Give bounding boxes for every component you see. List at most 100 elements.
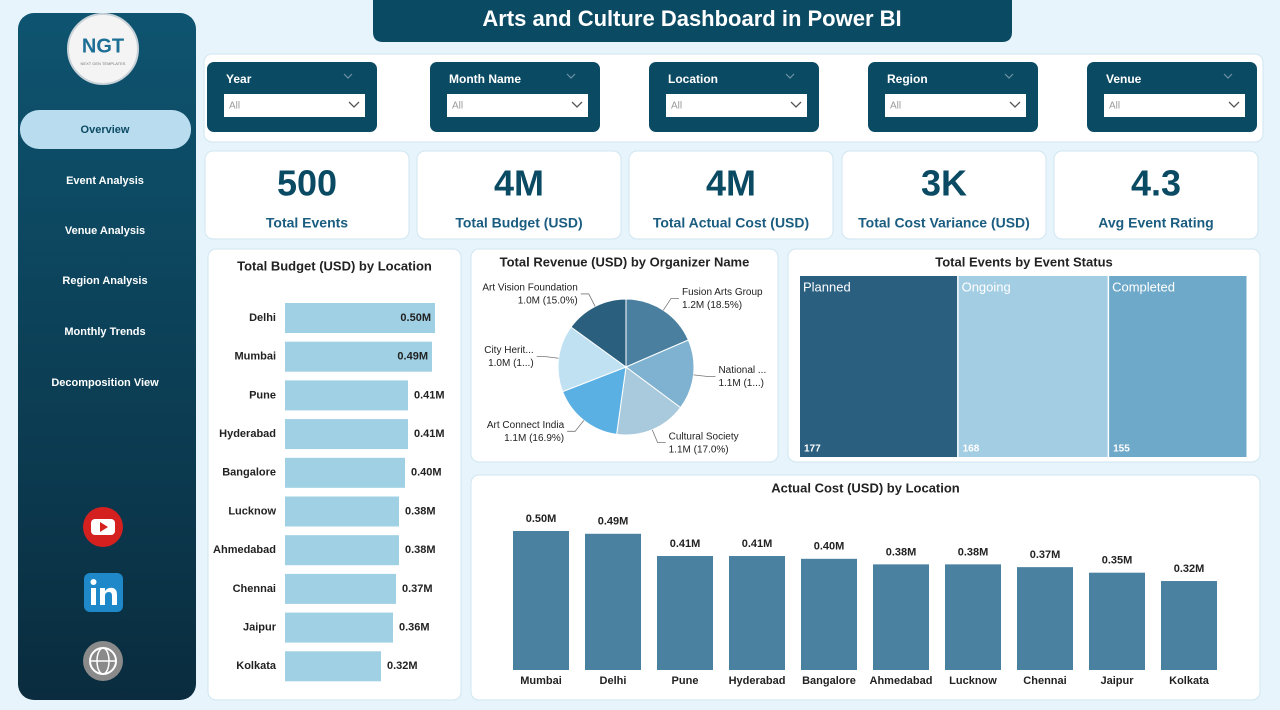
category-label: Lucknow bbox=[949, 675, 997, 687]
linkedin-glyph bbox=[91, 588, 96, 605]
category-label: Jaipur bbox=[1100, 675, 1134, 687]
slice-value-label: 1.1M (1...) bbox=[718, 378, 764, 389]
category-label: Mumbai bbox=[234, 351, 276, 363]
dropdown-chevron bbox=[1009, 101, 1021, 108]
kpi-value: 4M bbox=[494, 163, 544, 204]
bar bbox=[801, 558, 857, 670]
category-label: Delhi bbox=[249, 312, 276, 324]
tile-label: Completed bbox=[1112, 279, 1175, 294]
kpi-card bbox=[1053, 150, 1259, 240]
nav-item[interactable]: Region Analysis bbox=[62, 275, 147, 287]
filter-label: Month Name bbox=[449, 72, 521, 86]
treemap-tile bbox=[800, 276, 958, 457]
filter-chevron bbox=[785, 73, 795, 79]
category-label: Chennai bbox=[233, 583, 276, 595]
kpi-card bbox=[628, 150, 834, 240]
category-label: Pune bbox=[672, 675, 699, 687]
filter-chevron bbox=[566, 73, 576, 79]
filter-dropdown[interactable] bbox=[447, 94, 588, 117]
nav-item[interactable]: Venue Analysis bbox=[65, 225, 145, 237]
filter-chevron bbox=[343, 73, 353, 79]
nav-item[interactable]: Overview bbox=[81, 124, 130, 136]
pie-slice bbox=[616, 366, 682, 436]
nav-item[interactable]: Decomposition View bbox=[51, 377, 159, 389]
filter-chevron bbox=[1004, 73, 1014, 79]
value-label: 0.49M bbox=[598, 516, 629, 528]
value-label: 0.32M bbox=[1174, 563, 1205, 575]
kpi-value: 3K bbox=[921, 163, 967, 204]
chart-title: Total Revenue (USD) by Organizer Name bbox=[500, 254, 750, 269]
logo-text: NGT bbox=[82, 35, 124, 57]
filter-value: All bbox=[1109, 101, 1120, 112]
dropdown-chevron bbox=[1228, 101, 1240, 108]
bar bbox=[1089, 572, 1145, 670]
bar bbox=[285, 419, 408, 450]
tile-label: Ongoing bbox=[962, 279, 1011, 294]
value-label: 0.41M bbox=[414, 389, 445, 401]
nav-active-pill[interactable] bbox=[20, 110, 191, 149]
nav-item[interactable]: Monthly Trends bbox=[64, 326, 145, 338]
value-label: 0.40M bbox=[411, 467, 442, 479]
category-label: Pune bbox=[249, 389, 276, 401]
bar bbox=[285, 651, 381, 682]
filter-dropdown[interactable] bbox=[666, 94, 807, 117]
dropdown-chevron bbox=[348, 101, 360, 108]
leader-line bbox=[662, 298, 680, 311]
leader-line bbox=[651, 429, 666, 444]
bar bbox=[873, 564, 929, 670]
page-title: Arts and Culture Dashboard in Power BI bbox=[482, 6, 901, 31]
filter-value: All bbox=[229, 101, 240, 112]
value-label: 0.37M bbox=[402, 583, 433, 595]
category-label: Chennai bbox=[1023, 675, 1066, 687]
category-label: Ahmedabad bbox=[213, 544, 276, 556]
value-label: 0.38M bbox=[405, 544, 436, 556]
kpi-label: Total Budget (USD) bbox=[455, 215, 582, 231]
bar bbox=[285, 496, 399, 527]
bar bbox=[945, 564, 1001, 670]
bar bbox=[285, 457, 405, 488]
pie-slice bbox=[561, 366, 627, 435]
treemap-tile bbox=[958, 276, 1108, 457]
pie-slice bbox=[625, 339, 695, 409]
category-label: Bangalore bbox=[222, 467, 276, 479]
logo-badge bbox=[67, 13, 139, 85]
logo-tagline: NEXT GEN TEMPLATES bbox=[81, 61, 126, 66]
dropdown-chevron bbox=[790, 101, 802, 108]
bar bbox=[513, 531, 569, 670]
kpi-card bbox=[416, 150, 622, 240]
chart-title: Total Budget (USD) by Location bbox=[237, 258, 432, 273]
leader-line bbox=[536, 356, 559, 359]
value-label: 0.36M bbox=[399, 622, 430, 634]
category-label: Hyderabad bbox=[729, 675, 786, 687]
category-label: Ahmedabad bbox=[870, 675, 933, 687]
value-label: 0.32M bbox=[387, 660, 418, 672]
value-label: 0.38M bbox=[886, 546, 917, 558]
pie-slice bbox=[570, 298, 627, 368]
pie-slice bbox=[625, 298, 690, 368]
slice-value-label: 1.2M (18.5%) bbox=[682, 300, 742, 311]
value-label: 0.50M bbox=[526, 513, 557, 525]
filter-value: All bbox=[452, 101, 463, 112]
title-bar bbox=[373, 0, 1012, 42]
chart-title: Total Events by Event Status bbox=[935, 254, 1112, 269]
filter-dropdown[interactable] bbox=[885, 94, 1026, 117]
category-label: Mumbai bbox=[520, 675, 562, 687]
slice-label: Fusion Arts Group bbox=[682, 287, 763, 298]
tile-value: 168 bbox=[963, 444, 980, 455]
tile-label: Planned bbox=[803, 279, 851, 294]
filter-dropdown[interactable] bbox=[1104, 94, 1245, 117]
value-label: 0.37M bbox=[1030, 549, 1061, 561]
kpi-label: Avg Event Rating bbox=[1098, 215, 1213, 231]
value-label: 0.38M bbox=[405, 505, 436, 517]
bar bbox=[585, 533, 641, 670]
slice-label: City Herit... bbox=[484, 345, 533, 356]
kpi-label: Total Events bbox=[266, 215, 348, 231]
slice-label: Cultural Society bbox=[669, 431, 739, 442]
value-label: 0.49M bbox=[397, 351, 428, 363]
value-label: 0.41M bbox=[742, 538, 773, 550]
bar bbox=[1161, 581, 1217, 670]
filter-dropdown[interactable] bbox=[224, 94, 365, 117]
nav-item[interactable]: Event Analysis bbox=[66, 175, 144, 187]
tile-value: 155 bbox=[1113, 444, 1130, 455]
filter-label: Year bbox=[226, 72, 252, 86]
